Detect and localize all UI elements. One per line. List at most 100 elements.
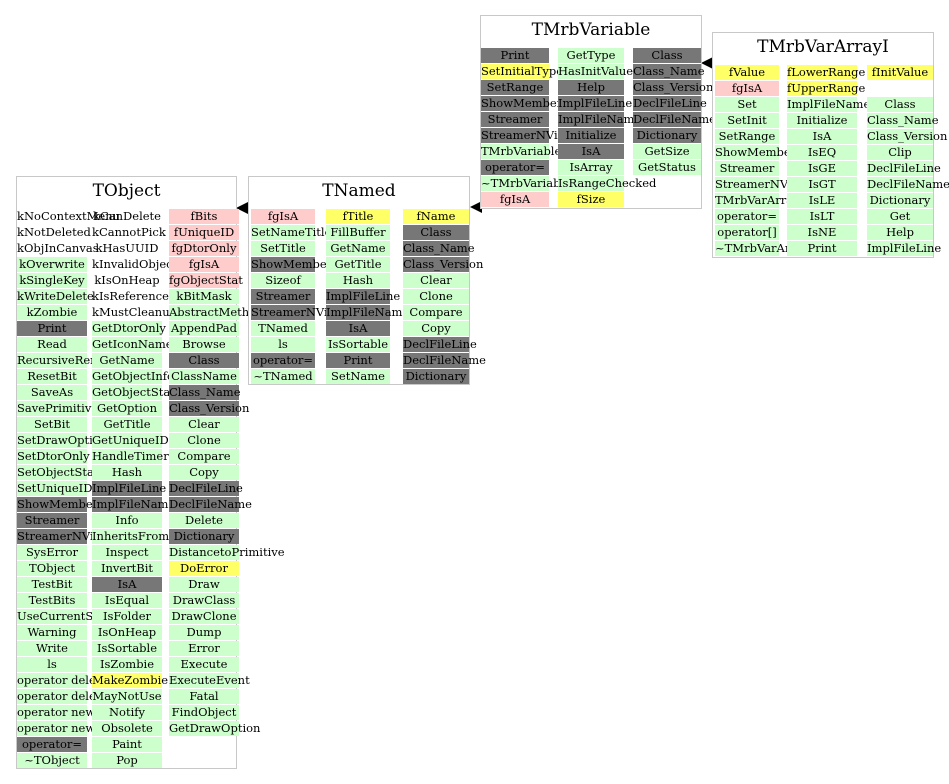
member-cell: Streamer — [17, 513, 87, 528]
member-cell: Print — [326, 353, 390, 368]
member-cell: Fatal — [169, 689, 239, 704]
member-cell: Compare — [403, 305, 469, 320]
member-cell: Help — [558, 80, 624, 95]
member-cell: fUpperRange — [787, 81, 866, 96]
class-column: GetType HasInitValues Help ImplFileLine Impl… — [558, 48, 656, 208]
member-cell: operator[] — [715, 225, 779, 240]
member-cell: IsNE — [787, 225, 857, 240]
member-cell: Print — [481, 48, 549, 63]
member-cell: Class_Name — [169, 385, 241, 400]
member-cell: ImplFileName — [326, 305, 410, 320]
member-cell: Help — [867, 225, 933, 240]
member-cell: TestBits — [17, 593, 87, 608]
member-cell: SetInitialType — [481, 64, 564, 79]
member-cell: Streamer — [481, 112, 549, 127]
member-cell: Class_Version — [169, 401, 250, 416]
member-cell: DrawClone — [169, 609, 239, 624]
member-cell: ShowMembers — [17, 497, 105, 512]
member-cell: kCanDelete — [93, 209, 161, 223]
member-cell: Warning — [17, 625, 87, 640]
member-cell: kBitMask — [169, 289, 239, 304]
member-cell: HasInitValues — [558, 64, 639, 79]
member-cell: GetName — [326, 241, 390, 256]
member-cell: SaveAs — [17, 385, 87, 400]
member-cell: kObjInCanvas — [17, 241, 99, 255]
member-cell: ImplFileLine — [92, 481, 167, 496]
member-cell: Copy — [403, 321, 469, 336]
member-cell: kNoContextMenu — [17, 209, 121, 223]
member-cell: SetInit — [715, 113, 779, 128]
member-cell: IsA — [558, 144, 624, 159]
member-cell: SetDtorOnly — [17, 449, 90, 464]
member-cell: MakeZombie — [92, 673, 169, 688]
member-cell — [867, 81, 933, 96]
member-cell: operator new — [17, 705, 96, 720]
member-cell: kZombie — [17, 305, 87, 320]
member-cell: DoError — [169, 561, 239, 576]
member-cell: Class — [633, 48, 701, 63]
member-cell: kInvalidObject — [92, 257, 178, 271]
member-cell: InheritsFrom — [92, 529, 170, 544]
class-box-tmrbvariable: TMrbVariable Print SetInitialType SetRange… — [480, 15, 716, 209]
member-cell: DeclFileLine — [403, 337, 477, 352]
member-cell: IsA — [92, 577, 162, 592]
member-cell: operator delete — [17, 673, 108, 688]
member-cell: GetType — [558, 48, 624, 63]
member-cell: IsArray — [558, 160, 624, 175]
member-cell: ImplFileLine — [558, 96, 633, 111]
class-column: Print SetInitialType SetRange ShowMembers St… — [481, 48, 586, 208]
member-cell: kIsReferenced — [92, 289, 177, 303]
member-cell: Class_Name — [633, 64, 705, 79]
member-cell: IsOnHeap — [92, 625, 162, 640]
member-cell: operator delete[] — [17, 689, 117, 704]
member-cell: AppendPad — [169, 321, 239, 336]
member-cell: kNotDeleted — [17, 225, 91, 239]
member-cell: TestBit — [17, 577, 87, 592]
member-cell: ImplFileName — [787, 97, 871, 112]
member-cell: HandleTimer — [92, 449, 169, 464]
member-cell: ShowMembers — [251, 257, 339, 272]
member-cell: fgObjectStat — [169, 273, 243, 288]
class-column: fgIsA SetNameTitle SetTitle ShowMembers Size… — [251, 209, 356, 385]
member-cell: fgIsA — [481, 192, 549, 207]
member-cell: fSize — [558, 192, 624, 207]
member-cell: Print — [17, 321, 87, 336]
member-cell: Execute — [169, 657, 239, 672]
member-cell: Pop — [92, 753, 162, 768]
member-cell: kMustCleanup — [92, 305, 177, 319]
member-cell: Inspect — [92, 545, 162, 560]
member-cell: SetRange — [715, 129, 779, 144]
member-cell: fgDtorOnly — [169, 241, 239, 256]
member-cell: fgIsA — [169, 257, 239, 272]
member-cell: Class — [867, 97, 933, 112]
member-cell: GetTitle — [92, 417, 162, 432]
class-column: fName Class Class_Name Class_Version Clear Cl… — [403, 209, 486, 385]
member-cell: FindObject — [169, 705, 239, 720]
member-cell: GetIconName — [92, 337, 173, 352]
member-cell: DrawClass — [169, 593, 239, 608]
member-cell: Clip — [867, 145, 933, 160]
class-title: TMrbVariable — [531, 20, 651, 40]
member-cell: Obsolete — [92, 721, 162, 736]
member-cell: GetName — [92, 353, 162, 368]
member-cell: Class — [169, 353, 239, 368]
member-cell: DeclFileLine — [867, 161, 941, 176]
class-box-tnamed: TNamed fgIsA SetNameTitle SetTitle ShowMemb… — [248, 176, 486, 385]
class-column: fTitle FillBuffer GetName GetTitle Hash ImplF… — [326, 209, 410, 385]
class-title: TObject — [92, 181, 161, 201]
member-cell: SetNameTitle — [251, 225, 332, 240]
arrow-tnamed-to-tobject — [236, 202, 248, 214]
member-cell: operator= — [715, 209, 779, 224]
member-cell: fName — [403, 209, 469, 224]
member-cell: Info — [92, 513, 162, 528]
member-cell: IsEqual — [92, 593, 162, 608]
member-cell: Delete — [169, 513, 239, 528]
member-cell: fLowerRange — [787, 65, 866, 80]
member-cell: IsLT — [787, 209, 857, 224]
member-cell: ClassName — [169, 369, 239, 384]
class-column: kNoContextMenu kNotDeleted kObjInCanvas kOv… — [17, 209, 122, 769]
member-cell: fUniqueID — [169, 225, 239, 240]
member-cell: operator new[] — [17, 721, 105, 736]
member-cell: GetTitle — [326, 257, 390, 272]
